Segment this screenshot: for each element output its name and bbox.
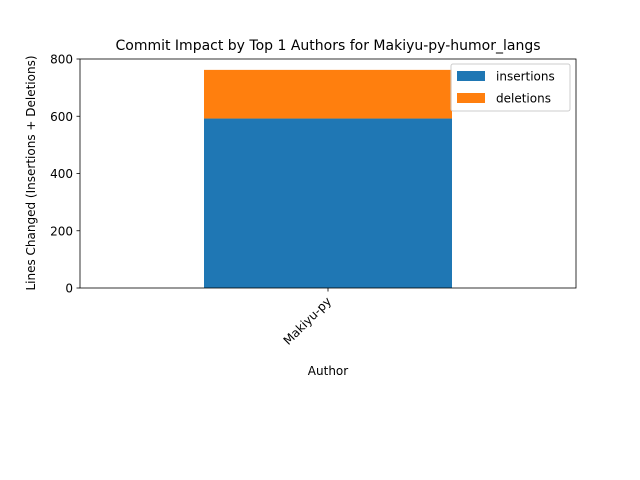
y-tick-label: 400 xyxy=(50,167,73,181)
legend-label-deletions: deletions xyxy=(496,92,551,106)
y-tick-label: 600 xyxy=(50,110,73,124)
bar-insertions-0 xyxy=(204,118,452,288)
x-axis-title: Author xyxy=(308,364,348,378)
x-tick-label: Makiyu-py xyxy=(281,294,335,348)
y-axis-title: Lines Changed (Insertions + Deletions) xyxy=(24,55,38,290)
legend-swatch-deletions xyxy=(457,93,485,103)
y-tick-label: 0 xyxy=(65,282,73,296)
y-tick-label: 800 xyxy=(50,53,73,67)
chart-title: Commit Impact by Top 1 Authors for Makiy… xyxy=(115,38,540,54)
y-axis: 0 200 400 600 800 xyxy=(50,53,80,296)
legend-swatch-insertions xyxy=(457,71,485,81)
legend: insertions deletions xyxy=(450,63,571,112)
bar-deletions-0 xyxy=(204,69,452,119)
y-tick-label: 200 xyxy=(50,224,73,238)
legend-label-insertions: insertions xyxy=(496,70,555,84)
x-axis: Makiyu-py xyxy=(281,288,335,348)
bars-group xyxy=(204,69,452,288)
